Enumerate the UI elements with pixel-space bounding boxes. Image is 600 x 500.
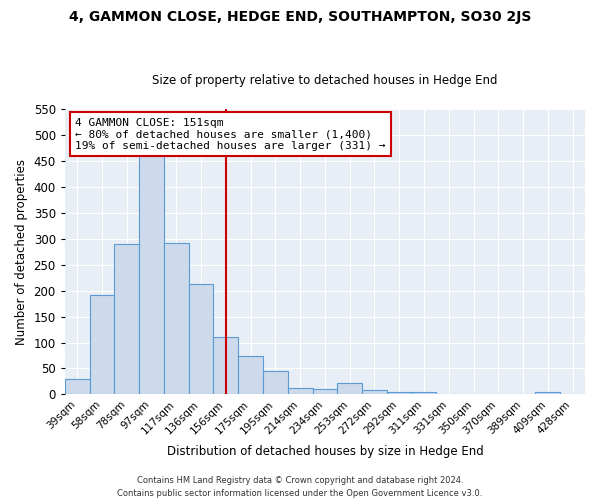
X-axis label: Distribution of detached houses by size in Hedge End: Distribution of detached houses by size …: [167, 444, 483, 458]
Bar: [238, 356, 263, 395]
Bar: [412, 392, 436, 394]
Bar: [139, 156, 164, 394]
Bar: [535, 392, 560, 394]
Bar: [214, 338, 238, 394]
Text: Contains HM Land Registry data © Crown copyright and database right 2024.
Contai: Contains HM Land Registry data © Crown c…: [118, 476, 482, 498]
Bar: [362, 390, 387, 394]
Bar: [288, 388, 313, 394]
Bar: [188, 284, 214, 395]
Text: 4, GAMMON CLOSE, HEDGE END, SOUTHAMPTON, SO30 2JS: 4, GAMMON CLOSE, HEDGE END, SOUTHAMPTON,…: [69, 10, 531, 24]
Bar: [65, 379, 89, 394]
Bar: [337, 383, 362, 394]
Title: Size of property relative to detached houses in Hedge End: Size of property relative to detached ho…: [152, 74, 497, 87]
Bar: [313, 388, 337, 394]
Text: 4 GAMMON CLOSE: 151sqm
← 80% of detached houses are smaller (1,400)
19% of semi-: 4 GAMMON CLOSE: 151sqm ← 80% of detached…: [75, 118, 386, 151]
Y-axis label: Number of detached properties: Number of detached properties: [15, 158, 28, 344]
Bar: [115, 244, 139, 394]
Bar: [387, 392, 412, 394]
Bar: [263, 370, 288, 394]
Bar: [89, 295, 115, 394]
Bar: [164, 243, 188, 394]
